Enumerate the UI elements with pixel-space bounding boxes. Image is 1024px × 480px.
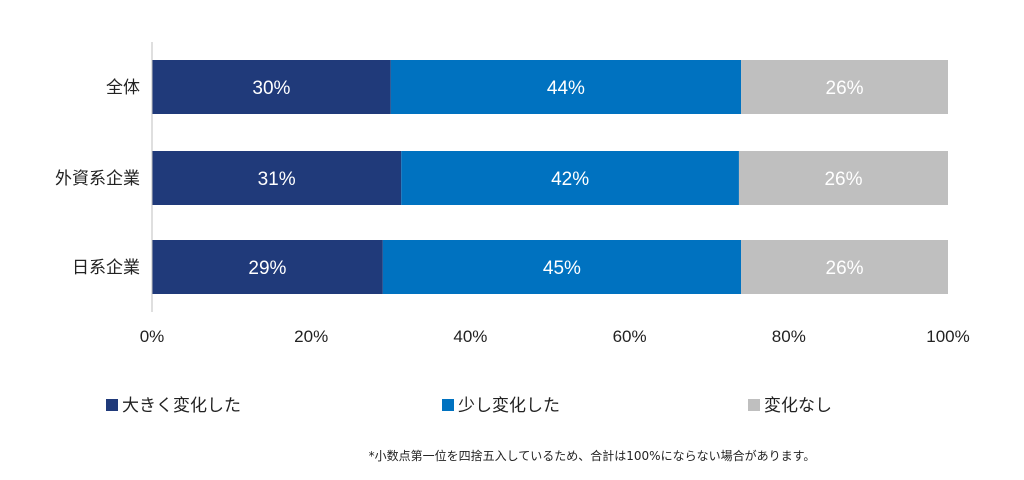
legend-swatch [442, 399, 454, 411]
bar-segment [382, 240, 742, 294]
bar-segment [152, 151, 402, 205]
data-label: 42% [551, 169, 589, 190]
data-label: 44% [547, 78, 585, 99]
data-label: 45% [543, 258, 581, 279]
x-tick-label: 0% [140, 327, 165, 346]
category-label: 外資系企業 [55, 169, 140, 189]
x-axis-tick-labels: 0% 20% 40% 60% 80% 100% [140, 327, 970, 346]
legend-swatch [748, 399, 760, 411]
legend-label: 大きく変化した [122, 396, 241, 416]
data-label: 26% [824, 169, 862, 190]
x-tick-label: 80% [772, 327, 806, 346]
bar-segment [152, 240, 383, 294]
bar-segment [390, 60, 742, 114]
x-tick-label: 40% [453, 327, 487, 346]
legend: 大きく変化した 少し変化した 変化なし [106, 396, 832, 416]
x-tick-label: 60% [613, 327, 647, 346]
data-label: 30% [252, 78, 290, 99]
data-label: 26% [826, 78, 864, 99]
x-tick-label: 100% [926, 327, 969, 346]
footnote: *小数点第一位を四捨五入しているため、合計は100%にならない場合があります。 [369, 448, 816, 463]
bar-segment [152, 60, 391, 114]
legend-swatch [106, 399, 118, 411]
bar-segment [741, 240, 948, 294]
bar-segment [738, 151, 948, 205]
data-label: 26% [826, 258, 864, 279]
category-label: 全体 [106, 78, 140, 98]
legend-label: 少し変化した [458, 396, 560, 416]
category-label: 日系企業 [72, 258, 140, 278]
data-label: 29% [248, 258, 286, 279]
bar-segment [401, 151, 739, 205]
legend-label: 変化なし [764, 396, 832, 416]
data-label: 31% [258, 169, 296, 190]
bar-segment [741, 60, 948, 114]
x-tick-label: 20% [294, 327, 328, 346]
bars-layer: 30% 44% 26% 31% 42% 26% 29% 45% 26% [152, 60, 948, 294]
